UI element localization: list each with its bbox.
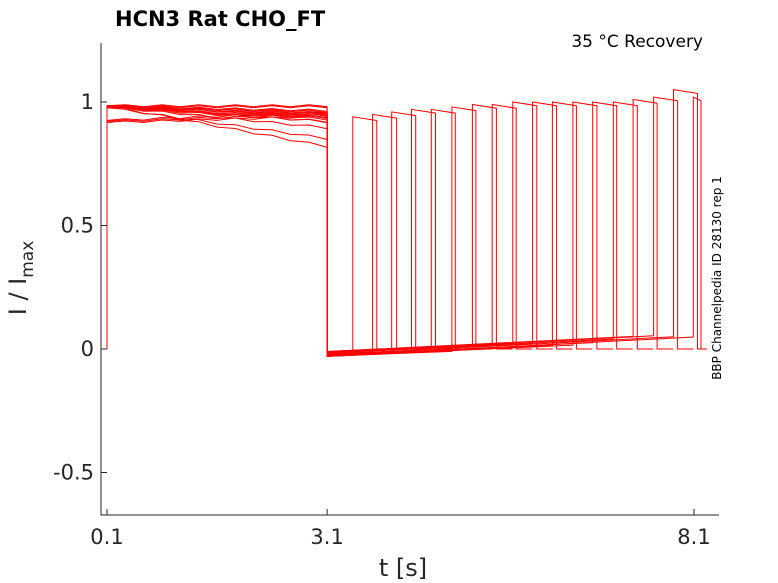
trace-line: [102, 106, 432, 353]
trace-line: [102, 101, 633, 356]
y-tick-label: 0: [81, 337, 94, 361]
y-ticks: 1 0.5 0 -0.5: [53, 90, 107, 485]
y-tick-label: 0.5: [61, 214, 94, 238]
trace-line: [102, 101, 654, 354]
trace-line: [102, 89, 707, 356]
trace-line: [102, 104, 393, 355]
axis-lines: [100, 43, 719, 516]
trace-line: [102, 101, 573, 354]
trace-line: [102, 104, 452, 355]
current-traces: [102, 89, 707, 357]
x-tick-label: 0.1: [90, 525, 123, 549]
trace-line: [102, 106, 492, 357]
trace-line: [102, 96, 694, 353]
y-axis-label: I / Imax: [4, 241, 38, 316]
x-axis-label: t [s]: [379, 554, 427, 582]
axes: [100, 43, 719, 516]
trace-line: [102, 101, 593, 356]
chart-condition: 35 °C Recovery: [571, 32, 703, 52]
y-axis-label-main: I / I: [4, 278, 32, 316]
side-label: BBP Channelpedia ID 28130 rep 1: [710, 176, 724, 380]
chart-title: HCN3 Rat CHO_FT: [115, 7, 326, 31]
trace-line: [102, 96, 707, 357]
y-tick-label: 1: [81, 90, 94, 114]
trace-line: [102, 101, 613, 357]
trace-line: [102, 98, 674, 353]
x-tick-label: 3.1: [310, 525, 343, 549]
x-tick-label: 8.1: [677, 525, 710, 549]
y-tick-label: -0.5: [53, 461, 94, 485]
trace-line: [102, 103, 533, 353]
trace-line: [102, 105, 413, 353]
x-ticks: 0.1 3.1 8.1: [90, 509, 711, 549]
y-axis-label-subscript: max: [18, 241, 38, 278]
